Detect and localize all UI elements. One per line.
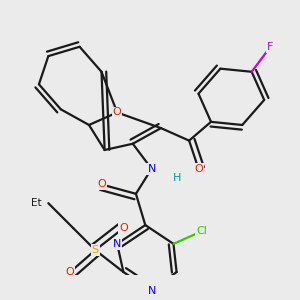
Text: S: S [92, 245, 99, 255]
Text: O: O [119, 223, 128, 233]
Text: H: H [172, 173, 181, 183]
Text: O: O [97, 179, 106, 189]
Text: O: O [113, 107, 122, 118]
Text: F: F [267, 42, 274, 52]
Text: N: N [147, 286, 156, 296]
Text: O: O [66, 267, 75, 277]
Text: Et: Et [32, 198, 42, 208]
Text: Cl: Cl [196, 226, 207, 236]
Text: N: N [113, 239, 121, 249]
Text: O: O [194, 164, 203, 174]
Text: N: N [147, 164, 156, 174]
